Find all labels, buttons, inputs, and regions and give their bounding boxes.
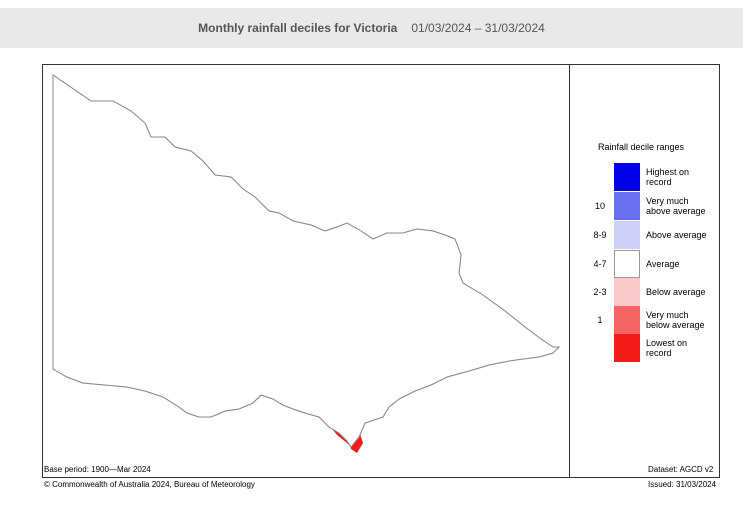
- legend-swatch-very-much-below: [614, 306, 640, 334]
- legend-swatch-average: [614, 250, 640, 278]
- legend-divider: [569, 65, 570, 477]
- legend-decile: 2-3: [593, 287, 607, 297]
- dataset: Dataset: AGCD v2: [648, 465, 714, 474]
- legend-label: Average: [646, 259, 680, 269]
- legend-swatch-lowest: [614, 334, 640, 362]
- legend-label: Above average: [646, 230, 707, 240]
- legend-swatch-below: [614, 278, 640, 306]
- legend-row-lowest: Lowest on record: [583, 334, 713, 364]
- legend-row-above: 8-9 Above average: [583, 221, 713, 251]
- copyright: © Commonwealth of Australia 2024, Bureau…: [44, 480, 255, 489]
- legend-decile: 10: [594, 201, 605, 211]
- legend-label: Highest on record: [646, 167, 690, 187]
- map-header: Monthly rainfall deciles for Victoria 01…: [0, 8, 743, 48]
- legend-row-very-much-below: 1 Very much below average: [583, 306, 713, 336]
- legend-label: Very much above average: [646, 196, 706, 216]
- map-panel: Rainfall decile ranges Highest on record …: [42, 64, 720, 478]
- legend-label: Very much below average: [646, 310, 705, 330]
- map-title: Monthly rainfall deciles for Victoria: [198, 21, 398, 35]
- legend-swatch-highest: [614, 163, 640, 191]
- legend-decile: 4-7: [593, 259, 607, 269]
- legend-decile: 8-9: [593, 230, 607, 240]
- legend-row-highest: Highest on record: [583, 163, 713, 193]
- base-period: Base period: 1900—Mar 2024: [44, 465, 151, 474]
- legend-swatch-very-much-above: [614, 192, 640, 220]
- victoria-rainfall-map: [52, 74, 561, 453]
- legend-title: Rainfall decile ranges: [598, 142, 685, 152]
- legend-row-average: 4-7 Average: [583, 250, 713, 280]
- legend-label: Below average: [646, 287, 706, 297]
- legend-label: Lowest on record: [646, 338, 688, 358]
- map-period: 01/03/2024 – 31/03/2024: [411, 21, 545, 35]
- legend-swatch-above: [614, 221, 640, 249]
- issued-date: Issued: 31/03/2024: [648, 480, 717, 489]
- legend-decile: 1: [597, 315, 603, 325]
- legend-row-very-much-above: 10 Very much above average: [583, 192, 713, 222]
- legend-row-below: 2-3 Below average: [583, 278, 713, 308]
